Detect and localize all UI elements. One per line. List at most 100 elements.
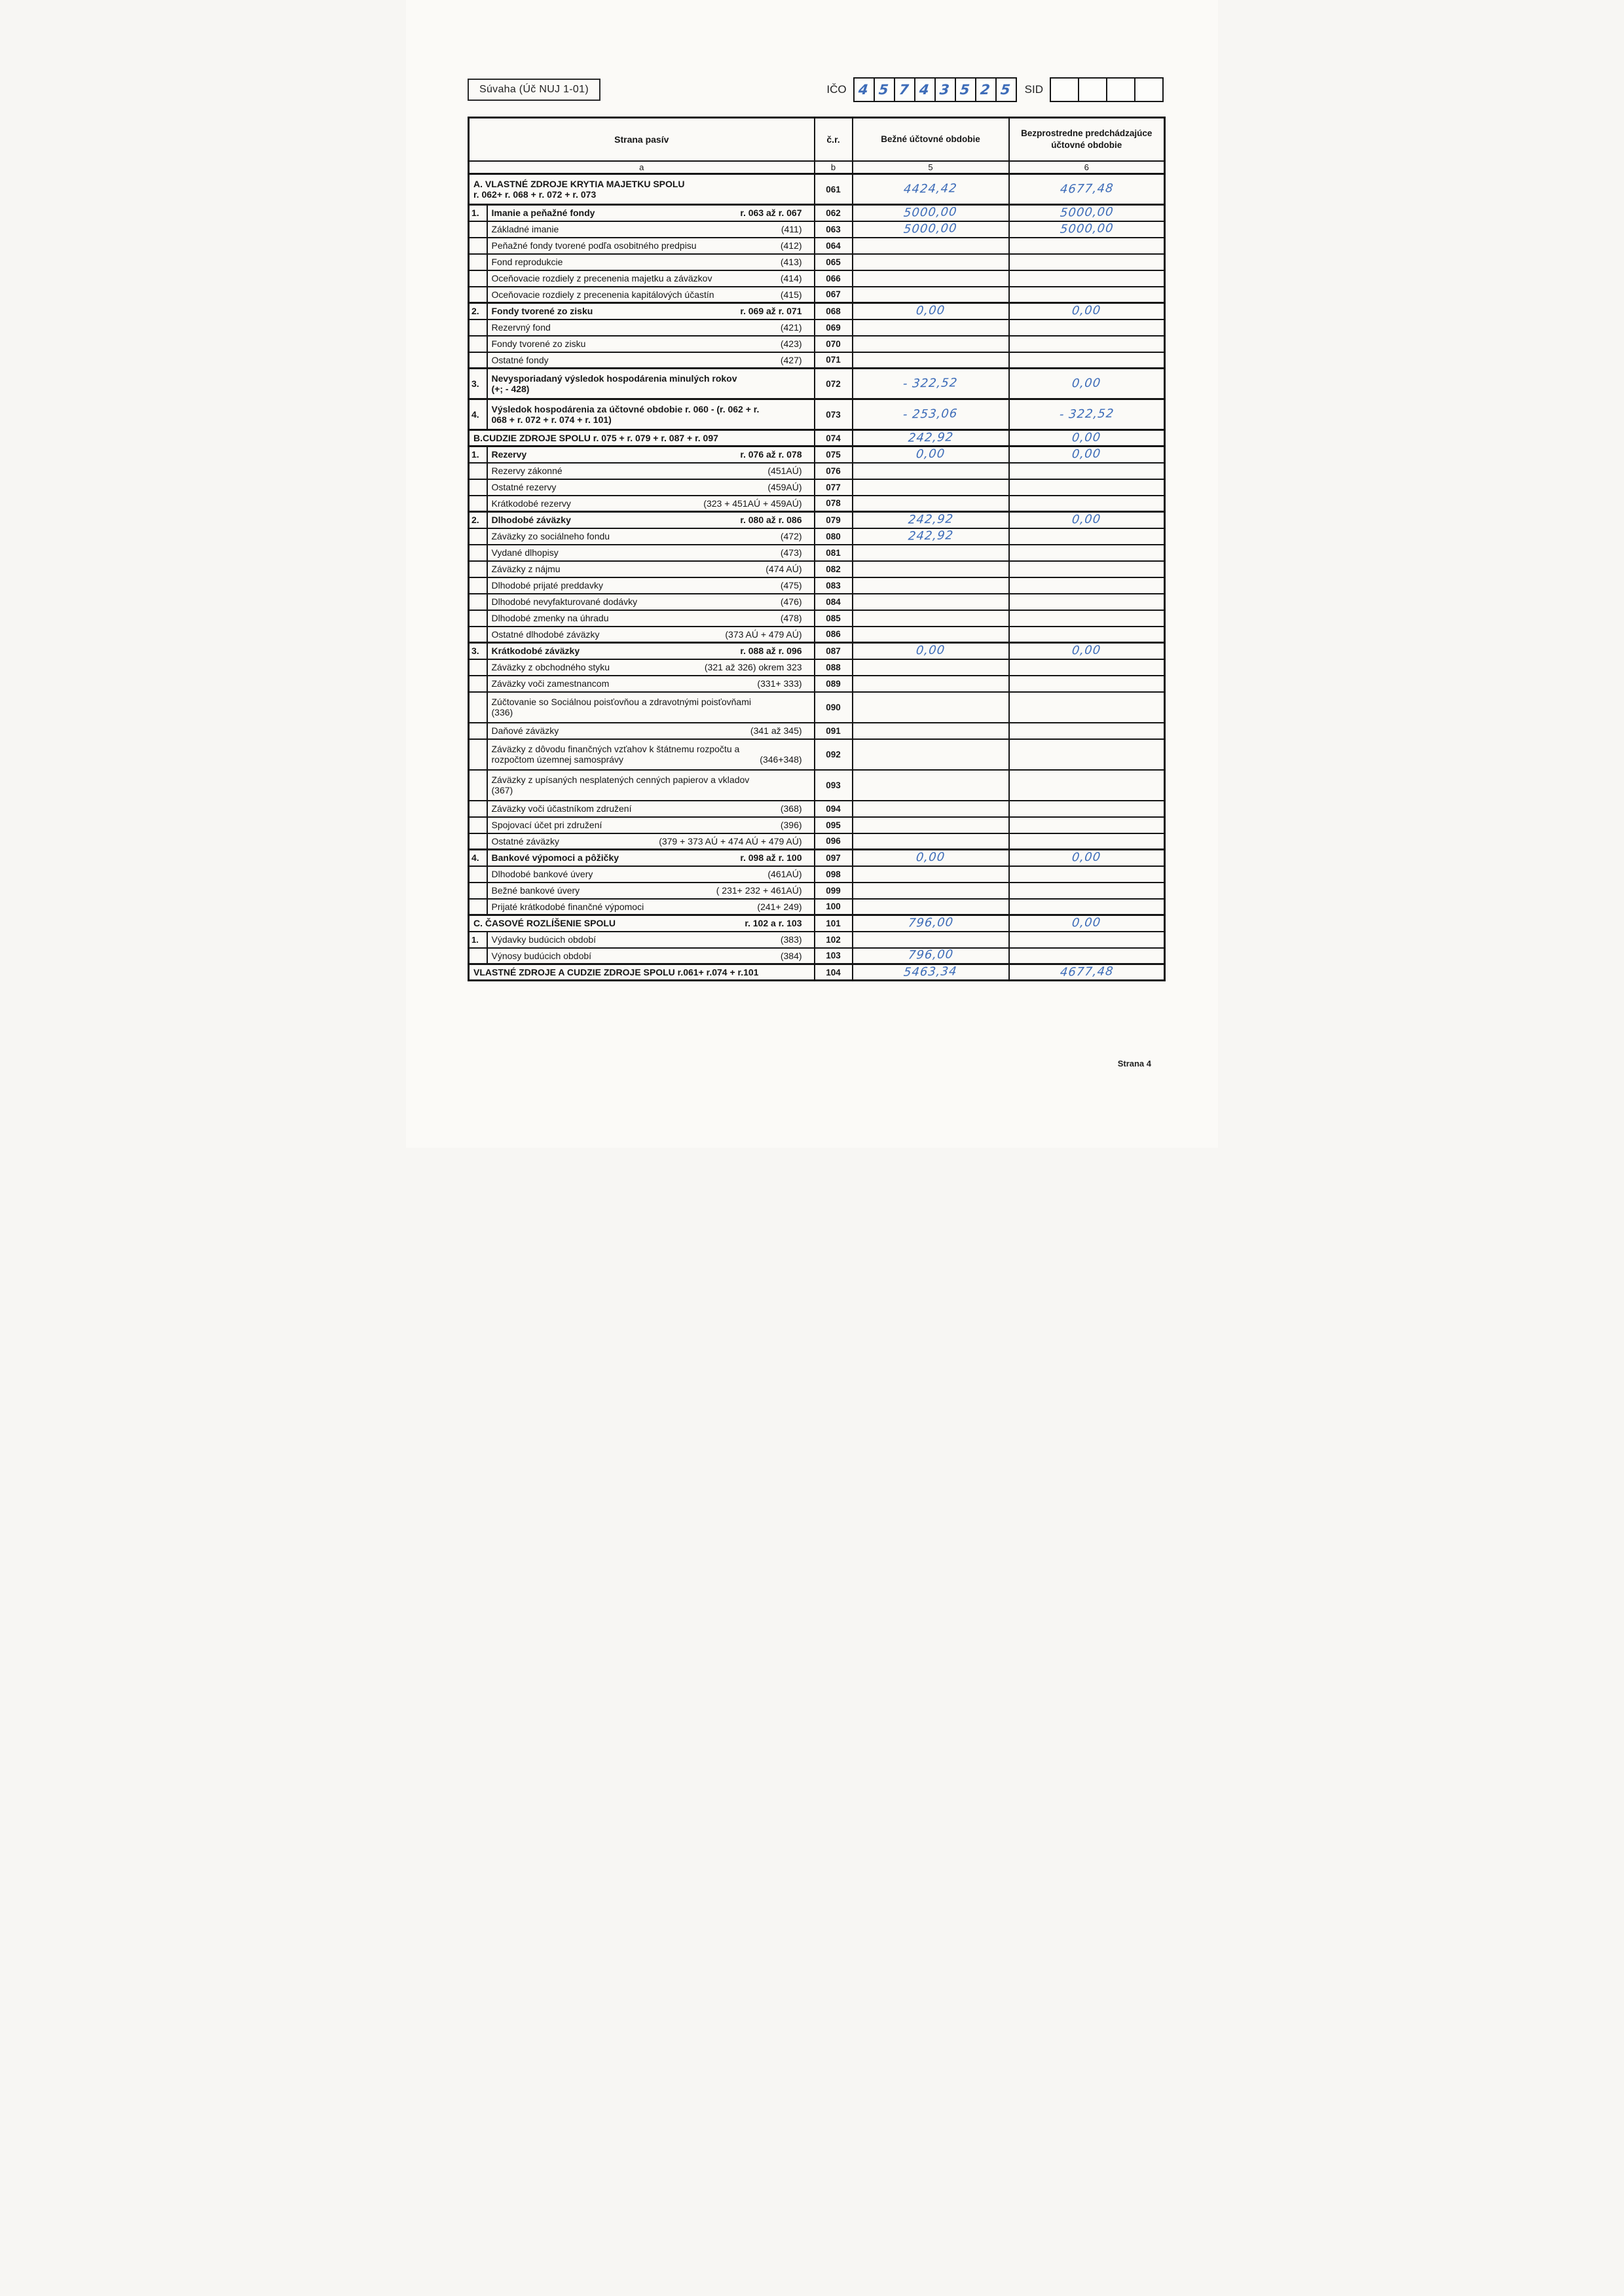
sid-input-boxes[interactable]: [1050, 77, 1164, 102]
value-current-period-cell[interactable]: 242,92: [851, 511, 1010, 529]
value-current-period-cell[interactable]: [851, 721, 1010, 740]
value-previous-period-cell[interactable]: [1008, 769, 1166, 801]
value-current-period-cell[interactable]: [851, 269, 1010, 287]
value-previous-period-cell[interactable]: 4677,48: [1008, 173, 1166, 206]
value-previous-period-cell[interactable]: [1008, 625, 1166, 644]
value-current-period-cell[interactable]: 0,00: [851, 848, 1010, 867]
value-current-period-cell[interactable]: [851, 816, 1010, 834]
value-current-period-cell[interactable]: 242,92: [851, 527, 1010, 545]
ico-digit-box[interactable]: 5: [954, 77, 976, 102]
value-previous-period-cell[interactable]: 0,00: [1008, 914, 1166, 932]
ico-digit-box[interactable]: 3: [934, 77, 956, 102]
value-previous-period-cell[interactable]: 0,00: [1008, 367, 1166, 400]
value-previous-period-cell[interactable]: [1008, 253, 1166, 271]
value-previous-period-cell[interactable]: 5000,00: [1008, 204, 1166, 222]
value-previous-period-cell[interactable]: 0,00: [1008, 642, 1166, 660]
value-current-period-cell[interactable]: [851, 253, 1010, 271]
value-previous-period-cell[interactable]: [1008, 351, 1166, 369]
value-current-period-cell[interactable]: 5000,00: [851, 204, 1010, 222]
value-current-period-cell[interactable]: [851, 625, 1010, 644]
value-previous-period-cell[interactable]: [1008, 930, 1166, 949]
value-previous-period-cell[interactable]: [1008, 865, 1166, 883]
value-current-period-cell[interactable]: 4424,42: [851, 173, 1010, 206]
ico-digit-box[interactable]: 4: [853, 77, 875, 102]
value-previous-period-cell[interactable]: 0,00: [1008, 445, 1166, 464]
value-current-period-cell[interactable]: [851, 865, 1010, 883]
value-previous-period-cell[interactable]: [1008, 832, 1166, 850]
value-current-period-cell[interactable]: [851, 478, 1010, 496]
value-previous-period-cell[interactable]: [1008, 691, 1166, 723]
value-current-period-cell[interactable]: - 322,52: [851, 367, 1010, 400]
value-previous-period-cell[interactable]: 0,00: [1008, 511, 1166, 529]
value-previous-period-cell[interactable]: 0,00: [1008, 302, 1166, 320]
value-previous-period-cell[interactable]: [1008, 658, 1166, 676]
value-current-period-cell[interactable]: 5000,00: [851, 220, 1010, 238]
value-previous-period-cell[interactable]: 0,00: [1008, 429, 1166, 447]
value-previous-period-cell[interactable]: [1008, 543, 1166, 562]
value-current-period-cell[interactable]: 0,00: [851, 302, 1010, 320]
value-current-period-cell[interactable]: 242,92: [851, 429, 1010, 447]
value-current-period-cell[interactable]: [851, 658, 1010, 676]
value-previous-period-cell[interactable]: [1008, 478, 1166, 496]
ico-digit-box[interactable]: 5: [995, 77, 1017, 102]
value-current-period-cell[interactable]: [851, 494, 1010, 513]
value-previous-period-cell[interactable]: [1008, 881, 1166, 900]
value-current-period-cell[interactable]: [851, 285, 1010, 304]
value-previous-period-cell[interactable]: [1008, 494, 1166, 513]
ico-digit-box[interactable]: 4: [913, 77, 936, 102]
value-previous-period-cell[interactable]: [1008, 462, 1166, 480]
value-previous-period-cell[interactable]: [1008, 560, 1166, 578]
ico-digit-box[interactable]: 5: [873, 77, 895, 102]
value-current-period-cell[interactable]: [851, 674, 1010, 693]
value-current-period-cell[interactable]: [851, 543, 1010, 562]
value-current-period-cell[interactable]: [851, 318, 1010, 337]
value-previous-period-cell[interactable]: 4677,48: [1008, 963, 1166, 981]
sid-box-empty[interactable]: [1134, 77, 1164, 102]
value-previous-period-cell[interactable]: [1008, 799, 1166, 818]
value-current-period-cell[interactable]: [851, 799, 1010, 818]
value-current-period-cell[interactable]: [851, 560, 1010, 578]
sid-box-empty[interactable]: [1050, 77, 1079, 102]
value-previous-period-cell[interactable]: [1008, 947, 1166, 965]
value-previous-period-cell[interactable]: [1008, 576, 1166, 594]
sid-box-empty[interactable]: [1106, 77, 1135, 102]
value-previous-period-cell[interactable]: [1008, 269, 1166, 287]
ico-digit-box[interactable]: 7: [893, 77, 915, 102]
value-current-period-cell[interactable]: [851, 769, 1010, 801]
value-current-period-cell[interactable]: [851, 881, 1010, 900]
value-current-period-cell[interactable]: [851, 930, 1010, 949]
value-previous-period-cell[interactable]: [1008, 592, 1166, 611]
value-previous-period-cell[interactable]: [1008, 335, 1166, 353]
value-previous-period-cell[interactable]: [1008, 609, 1166, 627]
value-current-period-cell[interactable]: [851, 832, 1010, 850]
value-previous-period-cell[interactable]: [1008, 236, 1166, 255]
value-current-period-cell[interactable]: 5463,34: [851, 963, 1010, 981]
value-current-period-cell[interactable]: 0,00: [851, 445, 1010, 464]
value-current-period-cell[interactable]: [851, 351, 1010, 369]
value-current-period-cell[interactable]: [851, 462, 1010, 480]
value-current-period-cell[interactable]: [851, 576, 1010, 594]
value-current-period-cell[interactable]: - 253,06: [851, 398, 1010, 431]
value-previous-period-cell[interactable]: 0,00: [1008, 848, 1166, 867]
value-previous-period-cell[interactable]: [1008, 738, 1166, 771]
value-current-period-cell[interactable]: [851, 609, 1010, 627]
value-previous-period-cell[interactable]: [1008, 527, 1166, 545]
value-previous-period-cell[interactable]: [1008, 285, 1166, 304]
value-previous-period-cell[interactable]: [1008, 318, 1166, 337]
value-previous-period-cell[interactable]: [1008, 898, 1166, 916]
value-current-period-cell[interactable]: [851, 898, 1010, 916]
value-current-period-cell[interactable]: [851, 335, 1010, 353]
value-current-period-cell[interactable]: 796,00: [851, 947, 1010, 965]
value-current-period-cell[interactable]: [851, 738, 1010, 771]
value-current-period-cell[interactable]: 0,00: [851, 642, 1010, 660]
ico-digit-box[interactable]: 2: [974, 77, 997, 102]
value-previous-period-cell[interactable]: [1008, 721, 1166, 740]
value-previous-period-cell[interactable]: - 322,52: [1008, 398, 1166, 431]
sid-box-empty[interactable]: [1078, 77, 1107, 102]
value-current-period-cell[interactable]: 796,00: [851, 914, 1010, 932]
value-previous-period-cell[interactable]: [1008, 816, 1166, 834]
value-current-period-cell[interactable]: [851, 592, 1010, 611]
value-previous-period-cell[interactable]: 5000,00: [1008, 220, 1166, 238]
value-previous-period-cell[interactable]: [1008, 674, 1166, 693]
value-current-period-cell[interactable]: [851, 691, 1010, 723]
